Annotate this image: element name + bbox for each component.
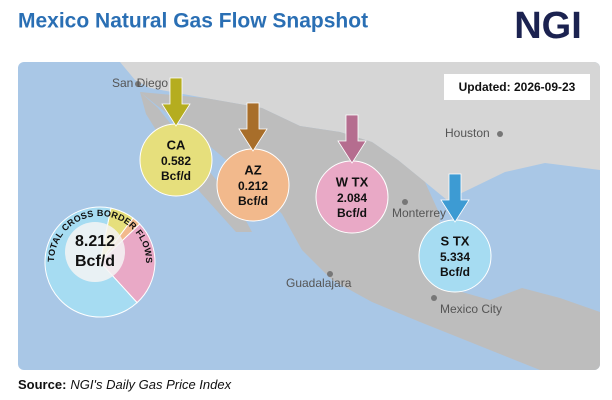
region-value: 0.212 xyxy=(238,179,268,193)
city-dot xyxy=(135,81,141,87)
source: Source: NGI's Daily Gas Price Index xyxy=(18,377,232,392)
region-arrow xyxy=(161,77,191,127)
city-label: Mexico City xyxy=(440,302,502,316)
city-dot xyxy=(402,199,408,205)
title: Mexico Natural Gas Flow Snapshot xyxy=(18,10,368,33)
region-unit: Bcf/d xyxy=(440,265,470,279)
city-dot xyxy=(497,131,503,137)
pie-slice xyxy=(99,223,156,304)
source-text: NGI's Daily Gas Price Index xyxy=(70,377,231,392)
region-name: S TX xyxy=(441,233,470,248)
cities: San Diego Houston Monterrey Guadalajara Mexi… xyxy=(112,76,503,316)
updated-box xyxy=(444,74,590,100)
total-pie: TOTAL CROSS BORDER FLOWS 8.212 Bcf/d xyxy=(44,206,156,318)
city-label: Houston xyxy=(445,126,490,140)
region-value: 2.084 xyxy=(337,191,367,205)
region-name: W TX xyxy=(336,174,369,189)
total-value: 8.212 xyxy=(75,233,115,250)
region-name: AZ xyxy=(244,162,261,177)
region-arrow xyxy=(238,102,268,152)
region-unit: Bcf/d xyxy=(161,169,191,183)
city-dot xyxy=(327,271,333,277)
region-unit: Bcf/d xyxy=(337,206,367,220)
city-label: Guadalajara xyxy=(286,276,352,290)
total-unit: Bcf/d xyxy=(75,253,115,270)
logo: NGI xyxy=(514,5,582,47)
city-dot xyxy=(431,295,437,301)
region-arrow xyxy=(440,173,470,223)
source-label: Source: xyxy=(18,377,66,392)
region-name: CA xyxy=(167,137,186,152)
region-value: 5.334 xyxy=(440,250,470,264)
pie-center xyxy=(65,222,125,282)
region-unit: Bcf/d xyxy=(238,194,268,208)
updated: Updated: 2026-09-23 xyxy=(459,80,576,94)
city-label: San Diego xyxy=(112,76,168,90)
region-value: 0.582 xyxy=(161,154,191,168)
region-arrow xyxy=(337,114,367,164)
city-label: Monterrey xyxy=(392,206,446,220)
